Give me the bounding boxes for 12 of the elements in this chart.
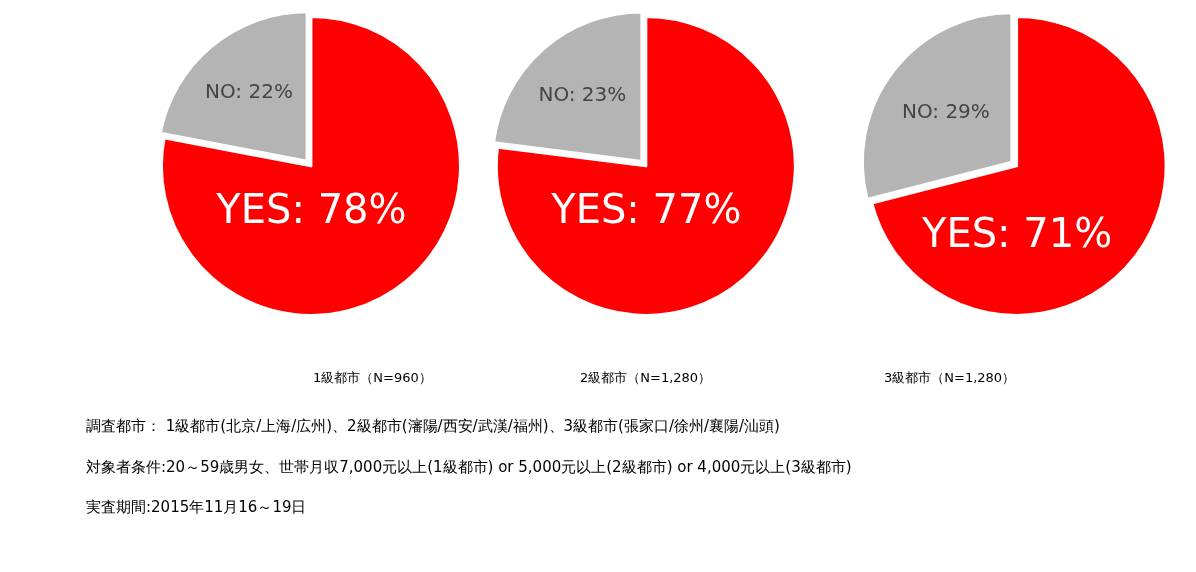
text: 実査期間:2015年11月16～19日 [86,498,307,516]
text: 1級都市（N=960） [313,370,432,385]
slice-label: NO: 23% [538,81,627,106]
text: 3級都市（N=1,280） [884,370,1016,385]
slice-label: NO: 29% [901,99,990,124]
slice-label: YES: 77% [550,185,742,232]
slice-label: YES: 71% [921,209,1113,256]
text: 2級都市（N=1,280） [580,370,712,385]
text: 調査都市： 1級都市(北京/上海/広州)、2級都市(瀋陽/西安/武漢/福州)、3級都市(張家口/徐州/襄陽/汕頭) [86,417,780,435]
slice-label: NO: 22% [205,78,293,103]
slice-label: YES: 78% [215,185,407,232]
text: 対象者条件:20～59歳男女、世帯月収7,000元以上(1級都市) or 5,000元以上(2級都市) or 4,000元以上(3級都市) [86,458,852,476]
